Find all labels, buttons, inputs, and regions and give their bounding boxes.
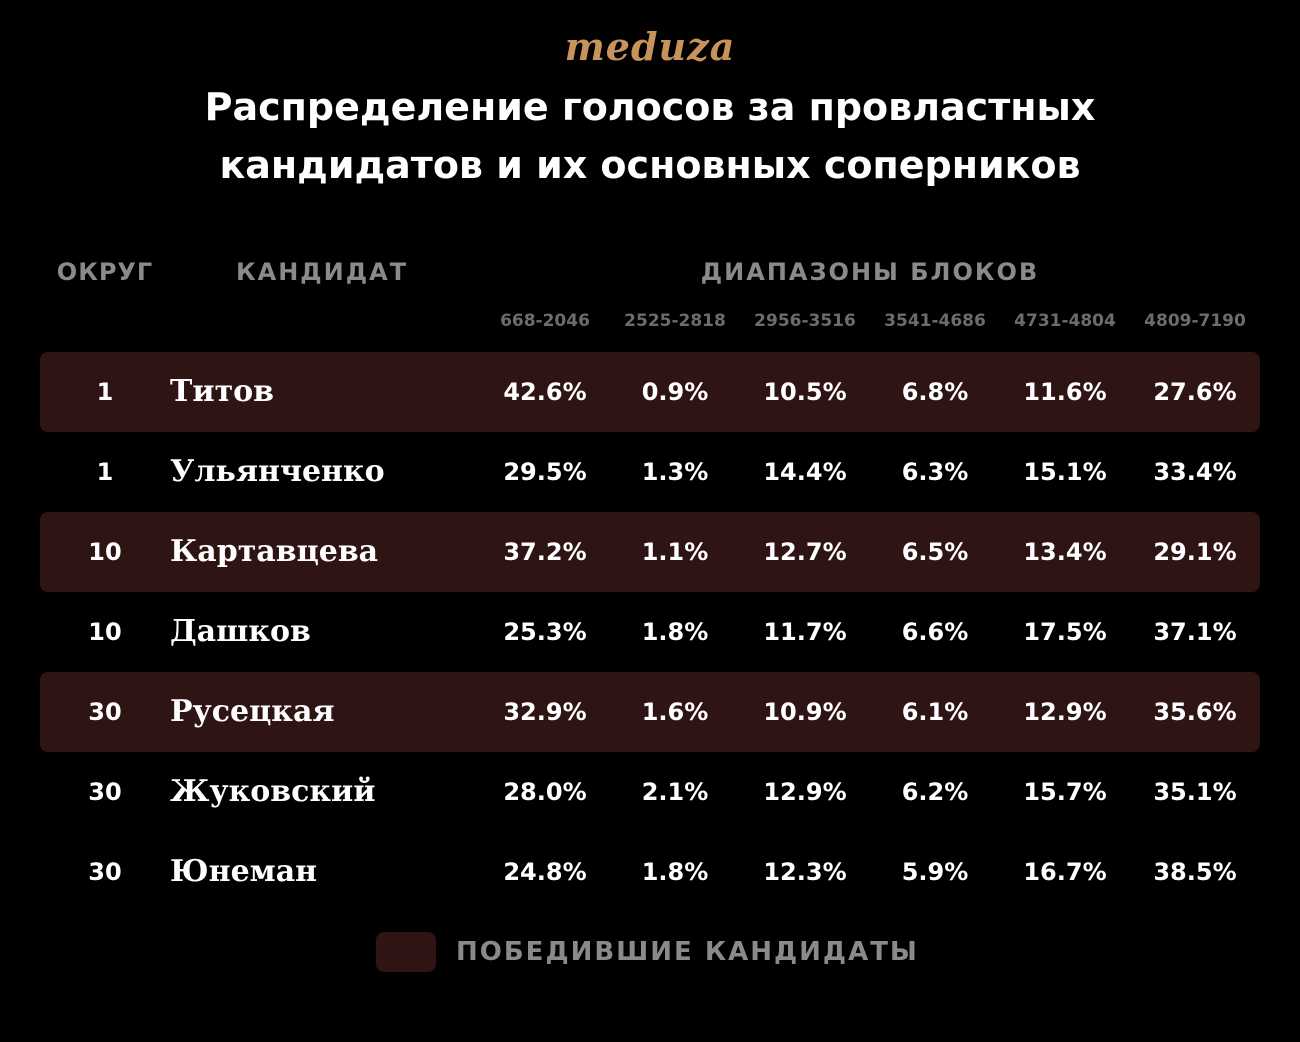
value-cell: 11.7% — [763, 618, 847, 646]
candidate-name: Ульянченко — [170, 454, 385, 489]
value-cell: 12.9% — [1023, 698, 1107, 726]
value-cell: 32.9% — [503, 698, 587, 726]
district-cell: 1 — [96, 378, 114, 406]
value-cell: 15.7% — [1023, 778, 1107, 806]
value-cell: 6.2% — [901, 778, 969, 806]
candidate-name: Титов — [170, 374, 275, 409]
table-row: 30 Юнеман 24.8% 1.8% 12.3% 5.9% 16.7% 38.5% — [40, 832, 1260, 912]
chart-title: Распределение голосов за провластных кан… — [0, 78, 1300, 194]
table-row-winner: 1 Титов 42.6% 0.9% 10.5% 6.8% 11.6% 27.6% — [40, 352, 1260, 432]
value-cell: 6.8% — [901, 378, 969, 406]
range-label: 4731-4804 — [1014, 311, 1116, 331]
chart-title-line-2: кандидатов и их основных соперников — [219, 143, 1081, 187]
value-cell: 6.5% — [901, 538, 969, 566]
value-cell: 17.5% — [1023, 618, 1107, 646]
range-label: 2525-2818 — [624, 311, 726, 331]
table-row: 10 Дашков 25.3% 1.8% 11.7% 6.6% 17.5% 37.1% — [40, 592, 1260, 672]
table-row: 30 Жуковский 28.0% 2.1% 12.9% 6.2% 15.7% 35.1% — [40, 752, 1260, 832]
district-cell: 1 — [96, 458, 114, 486]
legend-label: ПОБЕДИВШИЕ КАНДИДАТЫ — [456, 937, 919, 967]
candidate-name: Картавцева — [170, 534, 379, 569]
value-cell: 1.8% — [641, 618, 709, 646]
value-cell: 1.6% — [641, 698, 709, 726]
value-cell: 6.6% — [901, 618, 969, 646]
value-cell: 11.6% — [1023, 378, 1107, 406]
range-label: 4809-7190 — [1144, 311, 1246, 331]
chart-title-line-1: Распределение голосов за провластных — [204, 85, 1096, 129]
range-label: 668-2046 — [500, 311, 590, 331]
value-cell: 15.1% — [1023, 458, 1107, 486]
value-cell: 28.0% — [503, 778, 587, 806]
value-cell: 16.7% — [1023, 858, 1107, 886]
value-cell: 29.1% — [1153, 538, 1237, 566]
table-row: 1 Ульянченко 29.5% 1.3% 14.4% 6.3% 15.1% 33.4% — [40, 432, 1260, 512]
value-cell: 37.1% — [1153, 618, 1237, 646]
district-cell: 10 — [88, 538, 122, 566]
value-cell: 1.3% — [641, 458, 709, 486]
table-row-winner: 10 Картавцева 37.2% 1.1% 12.7% 6.5% 13.4% 29.1% — [40, 512, 1260, 592]
value-cell: 37.2% — [503, 538, 587, 566]
value-cell: 33.4% — [1153, 458, 1237, 486]
district-cell: 30 — [88, 778, 122, 806]
legend-winner-swatch — [376, 932, 436, 972]
table-row-winner: 30 Русецкая 32.9% 1.6% 10.9% 6.1% 12.9% 35.6% — [40, 672, 1260, 752]
value-cell: 10.5% — [763, 378, 847, 406]
value-cell: 35.6% — [1153, 698, 1237, 726]
candidate-column-header: КАНДИДАТ — [236, 258, 409, 286]
range-label: 2956-3516 — [754, 311, 856, 331]
value-cell: 29.5% — [503, 458, 587, 486]
value-cell: 27.6% — [1153, 378, 1237, 406]
value-cell: 12.7% — [763, 538, 847, 566]
candidate-name: Жуковский — [170, 774, 376, 809]
value-cell: 13.4% — [1023, 538, 1107, 566]
value-cell: 25.3% — [503, 618, 587, 646]
block-ranges-header: ДИАПАЗОНЫ БЛОКОВ — [700, 258, 1040, 286]
value-cell: 5.9% — [901, 858, 969, 886]
value-cell: 1.1% — [641, 538, 709, 566]
district-cell: 10 — [88, 618, 122, 646]
district-column-header: ОКРУГ — [56, 258, 154, 286]
district-cell: 30 — [88, 698, 122, 726]
value-cell: 12.9% — [763, 778, 847, 806]
value-cell: 12.3% — [763, 858, 847, 886]
value-cell: 2.1% — [641, 778, 709, 806]
district-cell: 30 — [88, 858, 122, 886]
range-label: 3541-4686 — [884, 311, 986, 331]
value-cell: 24.8% — [503, 858, 587, 886]
meduza-logo: meduza — [564, 24, 736, 69]
candidate-name: Юнеман — [170, 854, 318, 889]
value-cell: 10.9% — [763, 698, 847, 726]
value-cell: 0.9% — [641, 378, 709, 406]
value-cell: 14.4% — [763, 458, 847, 486]
value-cell: 1.8% — [641, 858, 709, 886]
value-cell: 38.5% — [1153, 858, 1237, 886]
value-cell: 42.6% — [503, 378, 587, 406]
value-cell: 35.1% — [1153, 778, 1237, 806]
candidate-name: Русецкая — [170, 694, 335, 729]
value-cell: 6.1% — [901, 698, 969, 726]
candidate-name: Дашков — [170, 614, 311, 649]
value-cell: 6.3% — [901, 458, 969, 486]
